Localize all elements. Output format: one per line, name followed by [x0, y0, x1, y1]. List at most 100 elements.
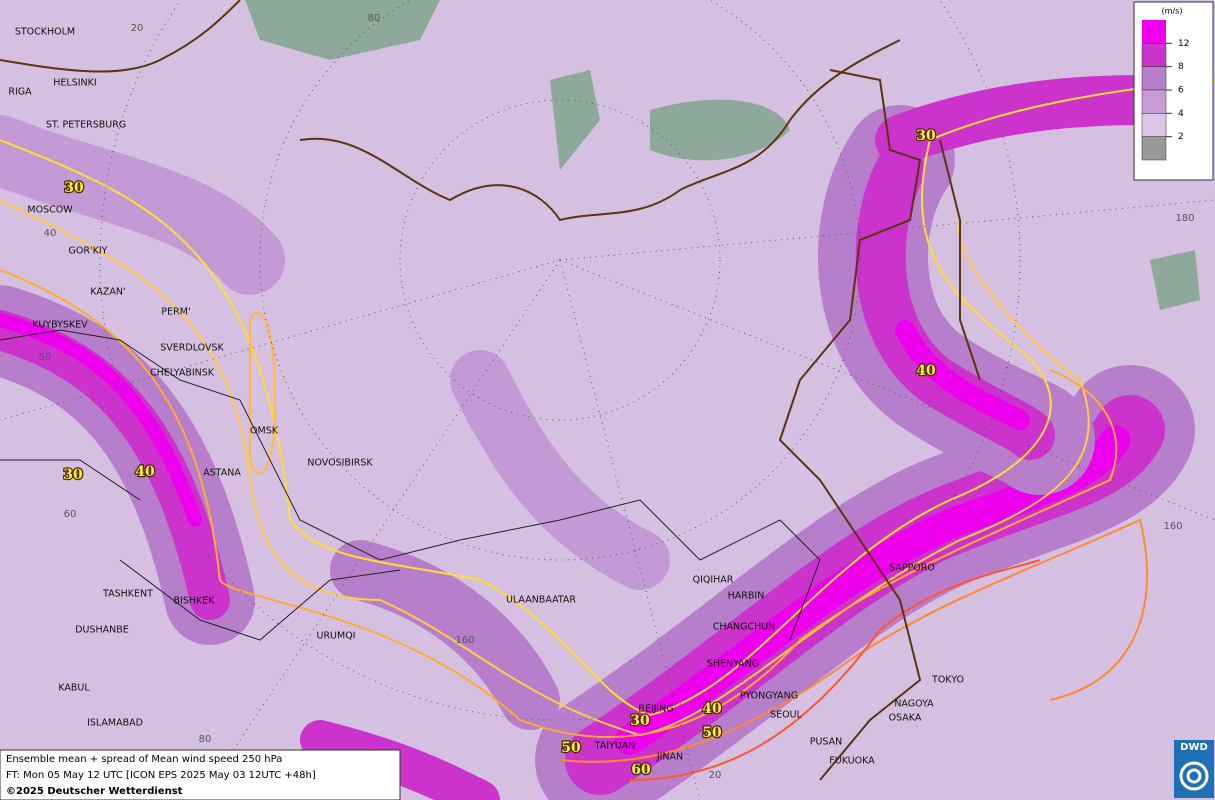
contour-labels: 30 30 30 30 40 40 40 50 50 60 — [62, 127, 937, 780]
contours-shape — [0, 269, 1118, 738]
city-label: CHANGCHUN — [713, 622, 776, 633]
contour-label: 30 — [916, 128, 936, 144]
country-borders-shape — [119, 559, 401, 641]
contour-label: 50 — [702, 725, 722, 741]
city-label: ASTANA — [203, 468, 241, 479]
city-labels: STOCKHOLM HELSINKI RIGA ST. PETERSBURG M… — [8, 27, 964, 767]
city-label: QIQIHAR — [693, 575, 734, 586]
spread-field-shape — [0, 313, 202, 527]
spread-field-shape — [0, 115, 285, 295]
land-ice-shape — [650, 99, 790, 161]
legend-swatch — [1142, 20, 1166, 44]
legend-label: 6 — [1178, 86, 1184, 96]
grid-label: 160 — [455, 635, 474, 646]
land-ice — [245, 0, 1200, 310]
city-label: FUKUOKA — [829, 756, 875, 767]
land-ice-shape — [1150, 250, 1200, 310]
legend: (m/s) 12 8 6 4 2 — [1133, 1, 1214, 181]
contours-shape — [249, 311, 277, 475]
city-label: KAZAN' — [90, 287, 125, 298]
legend-label: 8 — [1178, 62, 1184, 72]
spread-field-shape — [450, 350, 670, 590]
grid-label: 20 — [709, 770, 722, 781]
grid-label: 80 — [199, 734, 212, 745]
city-label: PUSAN — [810, 737, 843, 748]
grid-label: 160 — [1163, 521, 1182, 532]
city-label: TOKYO — [931, 675, 964, 686]
city-label: MOSCOW — [27, 205, 73, 216]
grid-shape — [259, 0, 861, 561]
grid-shape — [0, 199, 1215, 800]
contours-shape — [629, 559, 1041, 781]
city-label: GOR'KIY — [69, 246, 108, 257]
city-label: ISLAMABAD — [87, 718, 143, 729]
land-ice-shape — [245, 0, 440, 60]
city-label: PYONGYANG — [740, 691, 798, 702]
coastline-shape — [0, 0, 241, 73]
contour-label: 30 — [630, 713, 650, 729]
legend-swatch — [1141, 89, 1167, 114]
legend-swatch — [1141, 113, 1167, 137]
footer-line: ©2025 Deutscher Wetterdienst — [6, 786, 183, 797]
city-label: SEOUL — [770, 710, 802, 721]
city-label: PERM' — [161, 307, 190, 318]
legend-label: 4 — [1178, 109, 1184, 119]
country-borders-shape — [0, 329, 821, 641]
city-label: SHENYANG — [707, 659, 759, 670]
city-label: NOVOSIBIRSK — [307, 458, 373, 469]
contours — [0, 79, 1215, 781]
logo-swirl — [1179, 761, 1209, 791]
legend-label: 12 — [1178, 39, 1189, 49]
grid-label: 40 — [44, 228, 57, 239]
city-label: NAGOYA — [894, 699, 934, 710]
city-label: CHELYABINSK — [150, 368, 215, 379]
city-label: STOCKHOLM — [15, 27, 75, 38]
city-label: OMSK — [250, 426, 279, 437]
city-label: TAIYUAN — [594, 741, 636, 752]
contours-shape — [0, 79, 1215, 717]
grid-label: 180 — [1175, 213, 1194, 224]
grid-label: 20 — [131, 23, 144, 34]
logo: DWD — [1174, 740, 1214, 798]
grid-shape — [99, 0, 1021, 721]
legend-swatch — [1141, 43, 1167, 67]
footer-box — [0, 749, 401, 800]
grid-label: 50 — [39, 352, 52, 363]
contour-label: 40 — [702, 701, 722, 717]
city-label: ST. PETERSBURG — [46, 120, 126, 131]
coastline-shape — [299, 39, 901, 222]
contour-label: 30 — [64, 180, 84, 196]
contour-label: 40 — [916, 363, 936, 379]
city-label: OSAKA — [889, 713, 922, 724]
coastline — [0, 0, 981, 781]
spread-field-shape — [895, 320, 1030, 430]
legend-unit: (m/s) — [1162, 7, 1183, 16]
footer-line: Ensemble mean + spread of Mean wind spee… — [6, 754, 282, 765]
city-label: HARBIN — [728, 591, 765, 602]
country-borders-shape — [0, 459, 141, 501]
city-label: SAPPORO — [889, 563, 935, 574]
logo-swirl — [1186, 768, 1202, 784]
grid-label: 60 — [64, 509, 77, 520]
city-label: URUMQI — [317, 631, 356, 642]
spread-field-shape — [875, 75, 1165, 165]
spread-field-shape — [0, 310, 230, 620]
legend-swatch — [1141, 136, 1167, 161]
grid-labels: 20 80 40 50 60 180 160 160 80 20 — [39, 13, 1195, 781]
city-label: ULAANBAATAR — [506, 595, 576, 606]
contour-label: 40 — [135, 464, 155, 480]
contour-label: 50 — [561, 740, 581, 756]
footer-line: FT: Mon 05 May 12 UTC [ICON EPS 2025 May… — [6, 770, 316, 781]
spread-field — [0, 75, 1195, 800]
city-label: KUYBYSKEV — [32, 320, 88, 331]
spread-field-shape — [330, 540, 560, 730]
contour-label: 60 — [631, 762, 651, 778]
city-label: JINAN — [656, 752, 683, 763]
legend-swatch — [1141, 66, 1167, 91]
land-ice-shape — [550, 70, 600, 170]
grid-shape — [399, 99, 721, 421]
city-label: DUSHANBE — [75, 625, 129, 636]
logo-text: DWD — [1180, 742, 1208, 753]
